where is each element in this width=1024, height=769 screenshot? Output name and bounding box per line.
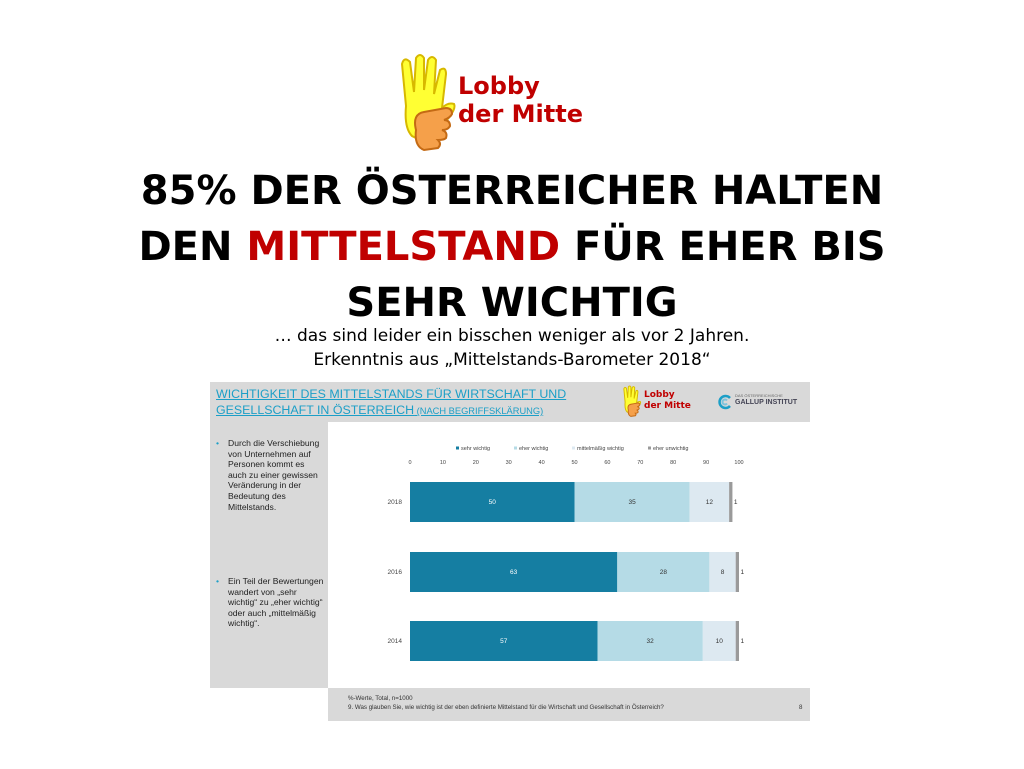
legend-label: mittelmäßig wichtig: [577, 446, 624, 452]
bar-segment: [410, 552, 618, 592]
bar-segment: [709, 552, 736, 592]
x-tick-label: 90: [703, 460, 709, 466]
data-label: 12: [706, 499, 714, 506]
data-label: 1: [734, 499, 738, 506]
headline-line2-pre: DEN: [138, 224, 247, 270]
stacked-bar-chart: sehr wichtig eher wichtig mittelmäßig wich…: [388, 446, 745, 661]
slide-logo-line1: Lobby: [644, 390, 675, 400]
bullet-panel: • Durch die Verschiebung von Unternehmen…: [210, 422, 328, 688]
footer-note-base: %-Werte, Total, n=1000: [348, 695, 413, 702]
data-label: 28: [660, 569, 668, 576]
slide-footer: %-Werte, Total, n=1000 9. Was glauben Si…: [328, 688, 810, 721]
data-label: 1: [741, 638, 745, 645]
gallup-small-text: DAS ÖSTERREICHISCHE: [735, 393, 783, 398]
category-label: 2016: [388, 569, 403, 576]
headline-line2-post: FÜR EHER BIS: [560, 224, 886, 270]
data-label: 35: [628, 499, 636, 506]
slide-title-small: (nach Begriffsklärung): [414, 406, 544, 416]
slide-title-line2: Gesellschaft in Österreich (nach Begriff…: [216, 402, 616, 419]
hand-icon: [623, 385, 642, 417]
subline: … das sind leider ein bisschen weniger a…: [0, 324, 1024, 372]
subline-line2: Erkenntnis aus „Mittelstands-Barometer 2…: [313, 350, 711, 370]
data-label: 32: [647, 638, 655, 645]
gallup-big-text: GALLUP INSTITUT: [735, 399, 798, 406]
bar-segment: [735, 621, 739, 661]
data-label: 8: [721, 569, 725, 576]
slide-logo-line2: der Mitte: [644, 401, 691, 411]
legend-label: sehr wichtig: [461, 446, 490, 452]
logo-line2: der Mitte: [458, 100, 583, 128]
category-label: 2018: [388, 499, 403, 506]
lobby-logo: Lobby der Mitte: [390, 50, 620, 160]
legend-swatch: [514, 446, 517, 450]
bar-segment: [574, 482, 690, 522]
gallup-logo: DAS ÖSTERREICHISCHE GALLUP INSTITUT: [715, 386, 805, 418]
data-label: 63: [510, 569, 518, 576]
headline-line2: DEN MITTELSTAND FÜR EHER BIS: [0, 219, 1024, 275]
headline: 85% DER ÖSTERREICHER HALTEN DEN MITTELST…: [0, 163, 1024, 331]
x-tick-label: 30: [506, 460, 512, 466]
bullet-marker: •: [216, 438, 220, 448]
headline-accent: MITTELSTAND: [246, 224, 561, 270]
bar-segment: [617, 552, 710, 592]
bar-segment: [410, 621, 598, 661]
logo-text: Lobby der Mitte: [458, 72, 583, 128]
slide-title: Wichtigkeit des Mittelstands für Wirtsch…: [216, 386, 616, 419]
headline-line3: SEHR WICHTIG: [346, 280, 678, 326]
legend-label: eher unwichtig: [653, 446, 688, 452]
bar-segment: [597, 621, 703, 661]
slide-logo-text: Lobby der Mitte: [644, 390, 691, 412]
legend-swatch: [572, 446, 575, 450]
x-tick-label: 40: [539, 460, 545, 466]
slide-header: Wichtigkeit des Mittelstands für Wirtsch…: [210, 382, 810, 422]
legend-swatch: [456, 446, 459, 450]
slide-title-main: Gesellschaft in Österreich: [216, 403, 415, 417]
bullet-1: • Durch die Verschiebung von Unternehmen…: [216, 438, 324, 512]
x-tick-label: 100: [734, 460, 743, 466]
x-tick-label: 0: [408, 460, 411, 466]
hand-icon: [400, 54, 456, 152]
bullet-2: • Ein Teil der Bewertungen wandert von „…: [216, 576, 324, 629]
category-label: 2014: [388, 638, 403, 645]
logo-line1: Lobby: [458, 72, 540, 100]
headline-line1: 85% DER ÖSTERREICHER HALTEN: [140, 168, 884, 214]
bar-segment: [689, 482, 730, 522]
x-tick-label: 20: [473, 460, 479, 466]
slide-title-line1: Wichtigkeit des Mittelstands für Wirtsch…: [216, 387, 567, 401]
x-tick-label: 80: [670, 460, 676, 466]
slide-logo: Lobby der Mitte: [620, 384, 700, 420]
bullet-text: Ein Teil der Bewertungen wandert von „se…: [228, 576, 324, 629]
x-tick-label: 70: [637, 460, 643, 466]
bar-segment: [735, 552, 739, 592]
bullet-marker: •: [216, 576, 220, 586]
data-label: 10: [716, 638, 724, 645]
bullet-text: Durch die Verschiebung von Unternehmen a…: [228, 438, 320, 512]
data-label: 50: [489, 499, 497, 506]
data-label: 57: [500, 638, 508, 645]
bar-segment: [410, 482, 575, 522]
embedded-slide: Wichtigkeit des Mittelstands für Wirtsch…: [210, 382, 810, 721]
legend-swatch: [648, 446, 651, 450]
x-tick-label: 10: [440, 460, 446, 466]
subline-line1: … das sind leider ein bisschen weniger a…: [274, 326, 750, 346]
data-label: 1: [741, 569, 745, 576]
x-tick-label: 60: [604, 460, 610, 466]
x-tick-label: 50: [571, 460, 577, 466]
legend-label: eher wichtig: [519, 446, 548, 452]
gallup-icon: [718, 394, 731, 410]
footer-note-question: 9. Was glauben Sie, wie wichtig ist der …: [348, 704, 664, 711]
page-number: 8: [799, 704, 803, 711]
bar-segment: [729, 482, 733, 522]
bar-segment: [702, 621, 736, 661]
